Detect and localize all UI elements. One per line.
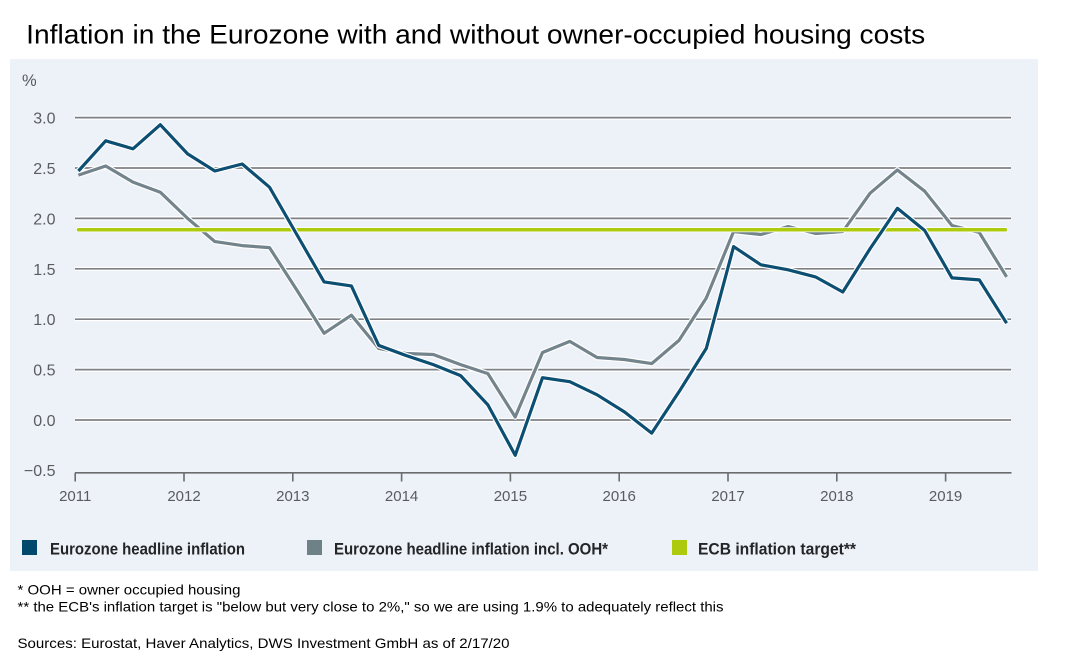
svg-text:2016: 2016	[603, 488, 636, 505]
svg-text:2014: 2014	[385, 488, 418, 505]
svg-text:2013: 2013	[276, 488, 309, 505]
svg-text:Eurozone headline inflation in: Eurozone headline inflation incl. OOH*	[334, 540, 608, 559]
svg-text:Eurozone headline inflation: Eurozone headline inflation	[50, 540, 245, 559]
svg-text:** the ECB's inflation target: ** the ECB's inflation target is "below …	[18, 599, 724, 615]
svg-text:2017: 2017	[711, 488, 744, 505]
svg-text:2019: 2019	[929, 488, 962, 505]
svg-text:2.0: 2.0	[33, 211, 55, 228]
svg-text:−0.5: −0.5	[24, 463, 56, 480]
svg-text:2015: 2015	[494, 488, 527, 505]
svg-text:2.5: 2.5	[33, 161, 55, 178]
svg-text:2012: 2012	[167, 488, 200, 505]
svg-text:2018: 2018	[820, 488, 853, 505]
svg-text:2011: 2011	[59, 488, 91, 505]
svg-text:0.0: 0.0	[33, 413, 55, 430]
svg-text:1.5: 1.5	[33, 262, 55, 279]
svg-text:%: %	[22, 72, 37, 90]
svg-text:* OOH = owner occupied housing: * OOH = owner occupied housing	[18, 581, 241, 597]
svg-text:1.0: 1.0	[33, 312, 55, 329]
svg-text:Sources: Eurostat, Haver Analy: Sources: Eurostat, Haver Analytics, DWS …	[18, 635, 510, 651]
svg-text:ECB inflation target**: ECB inflation target**	[698, 540, 856, 559]
svg-text:3.0: 3.0	[33, 111, 55, 128]
svg-text:0.5: 0.5	[33, 363, 55, 380]
svg-text:Inflation in the Eurozone with: Inflation in the Eurozone with and witho…	[26, 20, 925, 50]
